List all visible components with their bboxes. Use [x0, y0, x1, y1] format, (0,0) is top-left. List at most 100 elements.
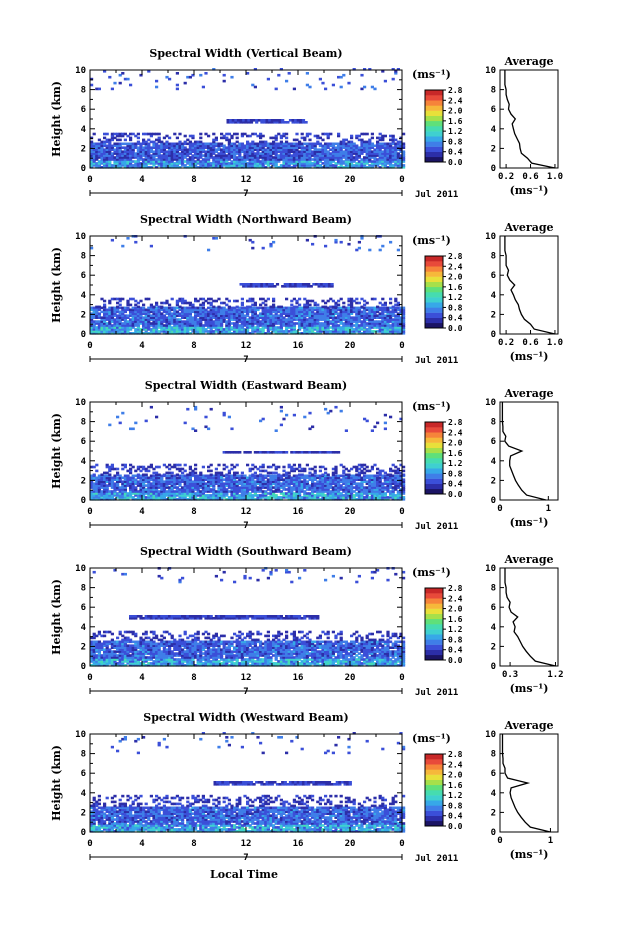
heatmap-cell [318, 480, 322, 483]
heatmap-cell [217, 488, 221, 491]
heatmap-cell [129, 297, 133, 301]
heatmap-cell [175, 324, 179, 327]
heatmap-cell [331, 156, 335, 159]
heatmap-cell [402, 158, 406, 161]
heatmap-cell [116, 496, 120, 499]
heatmap-cell [134, 330, 138, 333]
heatmap-cell [139, 299, 143, 303]
heatmap-cell [399, 322, 403, 325]
colorbar-segment [425, 146, 443, 152]
heatmap-cell [155, 316, 159, 319]
heatmap-cell [363, 162, 367, 165]
heatmap-cell [290, 326, 294, 329]
heatmap-cell [131, 150, 135, 153]
heatmap-cell [342, 316, 346, 319]
heatmap-cell [165, 146, 169, 149]
heatmap-cell [360, 138, 364, 142]
heatmap-cell [253, 132, 257, 136]
heatmap-cell [118, 73, 122, 77]
heatmap-cell [209, 490, 213, 493]
heatmap-cell [103, 312, 107, 315]
heatmap-cell [238, 162, 242, 165]
heatmap-cell [350, 152, 354, 155]
heatmap-cell [162, 154, 166, 157]
heatmap-cell [279, 154, 283, 157]
heatmap-cell [131, 154, 135, 157]
heatmap-cell [230, 156, 234, 159]
heatmap-cell [105, 480, 109, 483]
heatmap-cell [116, 162, 120, 165]
heatmap-cell [201, 484, 205, 487]
heatmap-cell [381, 324, 385, 327]
heatmap-cell [383, 162, 387, 165]
heatmap-cell [97, 138, 101, 142]
heatmap-cell [266, 297, 270, 301]
heatmap-cell [240, 492, 244, 495]
heatmap-cell [308, 310, 312, 314]
heatmap-cell [266, 326, 270, 329]
heatmap-cell [168, 322, 172, 325]
heatmap-cell [220, 320, 224, 323]
heatmap-cell [212, 492, 216, 495]
heatmap-cell [243, 146, 247, 149]
heatmap-cell [386, 314, 390, 317]
heatmap-cell [113, 488, 117, 491]
heatmap-cell [207, 166, 211, 169]
heatmap-cell [279, 148, 283, 151]
heatmap-cell [316, 164, 320, 167]
heatmap-cell [251, 132, 255, 136]
heatmap-cell [285, 478, 289, 481]
heatmap-cell [240, 308, 244, 312]
heatmap-cell [269, 156, 273, 159]
heatmap-cell [168, 310, 172, 314]
heatmap-cell [90, 332, 94, 335]
heatmap-cell [368, 138, 372, 142]
heatmap-cell [139, 152, 143, 155]
heatmap-cell [217, 326, 221, 329]
heatmap-cell [199, 73, 203, 77]
heatmap-cell [279, 305, 283, 309]
heatmap-cell [370, 166, 374, 169]
heatmap-cell [227, 498, 231, 501]
heatmap-cell [305, 152, 309, 155]
heatmap-cell [299, 119, 303, 122]
heatmap-cell [339, 152, 343, 155]
heatmap-cell [253, 482, 257, 485]
heatmap-cell [376, 162, 380, 165]
heatmap-cell [113, 494, 117, 497]
heatmap-cell [318, 324, 322, 327]
heatmap-cell [261, 246, 265, 250]
heatmap-cell [118, 486, 122, 489]
heatmap-cell [246, 148, 250, 151]
heatmap-cell [123, 486, 127, 489]
heatmap-cell [350, 162, 354, 165]
heatmap-cell [204, 486, 208, 489]
heatmap-cell [318, 308, 322, 312]
heatmap-cell [246, 164, 250, 167]
heatmap-cell [266, 310, 270, 314]
heatmap-cell [295, 144, 299, 148]
heatmap-cell [277, 150, 281, 153]
heatmap-cell [326, 146, 330, 149]
heatmap-cell [199, 140, 203, 144]
heatmap-cell [256, 144, 260, 148]
heatmap-cell [399, 316, 403, 319]
heatmap-cell [108, 314, 112, 317]
heatmap-cell [383, 306, 387, 310]
heatmap-cell [313, 301, 317, 305]
heatmap-cell [173, 486, 177, 489]
heatmap-cell [394, 154, 398, 157]
heatmap-cell [152, 318, 156, 321]
heatmap-cell [196, 140, 200, 144]
heatmap-cell [92, 158, 96, 161]
heatmap-cell [298, 316, 302, 319]
heatmap-cell [123, 160, 127, 163]
heatmap-cell [286, 121, 290, 124]
heatmap-cell [183, 156, 187, 159]
heatmap-cell [212, 308, 216, 312]
heatmap-cell [157, 490, 161, 493]
heatmap-cell [321, 484, 325, 487]
heatmap-cell [368, 144, 372, 148]
heatmap-cell [204, 490, 208, 493]
heatmap-cell [152, 494, 156, 497]
